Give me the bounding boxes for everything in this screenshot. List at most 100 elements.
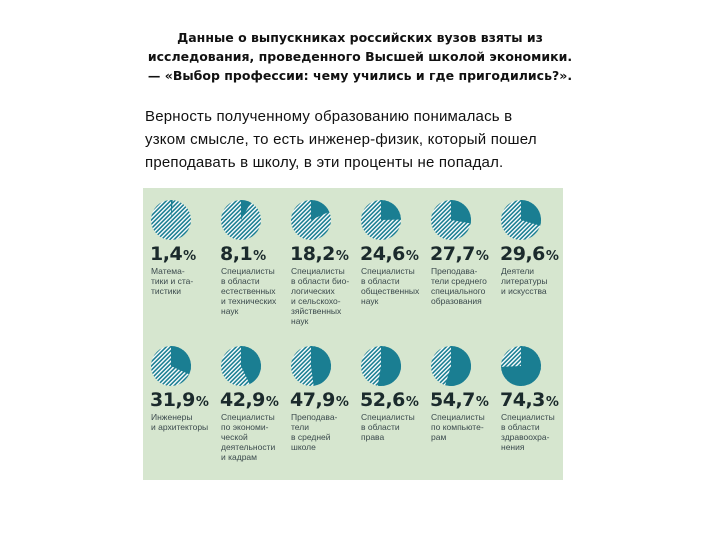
pie-category-label-line: Специалисты bbox=[431, 412, 485, 422]
pie-slice bbox=[451, 200, 471, 224]
pie-category-label-line: Матема- bbox=[151, 266, 185, 276]
pie-category-label: Деятели литературы и искусства bbox=[501, 266, 563, 296]
pie-value-label: 27,7% bbox=[430, 243, 489, 265]
pie-value-number: 47,9 bbox=[290, 389, 335, 411]
pie-category-label-line: тели bbox=[291, 422, 309, 432]
pie-category-label: Специалисты в области здравоохра-нения bbox=[501, 412, 563, 452]
pie-category-label: Преподава-тели в средней школе bbox=[291, 412, 353, 452]
pie-category-label-line: Специалисты bbox=[221, 412, 275, 422]
pie-category-label-line: школе bbox=[291, 442, 316, 452]
pie-category-label-line: и искусства bbox=[501, 286, 547, 296]
pie-slice bbox=[241, 200, 251, 220]
pie-cell: 74,3% Специалисты в области здравоохра-нени… bbox=[493, 334, 563, 479]
pie-slice bbox=[171, 200, 173, 220]
pie-chart bbox=[501, 200, 541, 240]
percent-sign: % bbox=[545, 249, 559, 264]
pie-category-label-line: Специалисты bbox=[291, 266, 345, 276]
pie-value-number: 1,4 bbox=[150, 243, 183, 265]
pie-value-number: 52,6 bbox=[360, 389, 405, 411]
pie-category-label-line: в области bbox=[221, 276, 260, 286]
pie-value-label: 1,4% bbox=[150, 243, 196, 265]
pie-category-label-line: в области bbox=[361, 276, 400, 286]
pie-slice bbox=[381, 200, 401, 220]
pie-category-label-line: права bbox=[361, 432, 385, 442]
pie-value-label: 52,6% bbox=[360, 389, 419, 411]
pie-category-label-line: по компьюте- bbox=[431, 422, 484, 432]
body-text-line: преподавать в школу, в эти проценты не п… bbox=[145, 154, 504, 171]
pie-cell: 1,4% Матема-тики и ста-тистики bbox=[143, 188, 213, 333]
pie-cell: 27,7% Преподава-тели среднего специального… bbox=[423, 188, 493, 333]
pie-category-label-line: специального bbox=[431, 286, 486, 296]
pie-value-label: 31,9% bbox=[150, 389, 209, 411]
percent-sign: % bbox=[405, 249, 419, 264]
pie-value-number: 31,9 bbox=[150, 389, 195, 411]
pie-slice bbox=[445, 346, 472, 386]
pie-category-label-line: в средней bbox=[291, 432, 331, 442]
pie-chart bbox=[291, 200, 331, 240]
percent-sign: % bbox=[475, 249, 489, 264]
pie-value-label: 54,7% bbox=[430, 389, 489, 411]
pie-value-label: 47,9% bbox=[290, 389, 349, 411]
percent-sign: % bbox=[475, 395, 489, 410]
pie-value-label: 18,2% bbox=[290, 243, 349, 265]
pie-chart bbox=[151, 346, 191, 386]
pie-cell: 18,2% Специалисты в области био-логических… bbox=[283, 188, 353, 333]
pie-slice bbox=[501, 346, 542, 386]
pie-value-label: 74,3% bbox=[500, 389, 559, 411]
pie-category-label: Инженеры и архитекторы bbox=[151, 412, 213, 432]
pie-category-label-line: Деятели bbox=[501, 266, 535, 276]
caption-line: исследования, проведенного Высшей школой… bbox=[147, 49, 573, 64]
pie-category-label-line: в области био- bbox=[291, 276, 350, 286]
pie-cell: 52,6% Специалисты в области права bbox=[353, 334, 423, 479]
pie-category-label-line: и кадрам bbox=[221, 452, 258, 462]
pie-category-label-line: Инженеры bbox=[151, 412, 193, 422]
caption-line: — «Выбор профессии: чему учились и где п… bbox=[147, 68, 573, 83]
pie-category-label-line: общественных bbox=[361, 286, 420, 296]
pie-category-label-line: логических bbox=[291, 286, 335, 296]
pie-value-number: 42,9 bbox=[220, 389, 265, 411]
pie-slice bbox=[311, 200, 330, 220]
pie-value-label: 24,6% bbox=[360, 243, 419, 265]
pie-category-label-line: здравоохра- bbox=[501, 432, 550, 442]
pie-category-label: Специалисты в области естественных и технич… bbox=[221, 266, 283, 316]
percent-sign: % bbox=[405, 395, 419, 410]
pie-chart bbox=[361, 345, 402, 386]
pie-category-label: Матема-тики и ста-тистики bbox=[151, 266, 213, 296]
pie-category-label: Специалисты в области био-логических и сел… bbox=[291, 266, 353, 326]
body-text-line: Верность полученному образованию понимал… bbox=[145, 108, 513, 125]
pie-chart bbox=[431, 346, 472, 386]
pie-value-number: 8,1 bbox=[220, 243, 253, 265]
pie-category-label-line: рам bbox=[431, 432, 447, 442]
percent-sign: % bbox=[195, 395, 209, 410]
pie-category-label-line: ческой bbox=[221, 432, 248, 442]
pie-category-label-line: Преподава- bbox=[431, 266, 478, 276]
pie-category-label-line: в области bbox=[361, 422, 400, 432]
pie-category-label-line: естественных bbox=[221, 286, 276, 296]
pie-category-label-line: Специалисты bbox=[361, 412, 415, 422]
pie-chart bbox=[291, 345, 332, 386]
pie-cell: 47,9% Преподава-тели в средней школе bbox=[283, 334, 353, 479]
pie-category-label: Специалисты в области общественных наук bbox=[361, 266, 423, 306]
pie-value-number: 29,6 bbox=[500, 243, 545, 265]
pie-value-number: 24,6 bbox=[360, 243, 405, 265]
pie-value-number: 18,2 bbox=[290, 243, 335, 265]
percent-sign: % bbox=[253, 249, 266, 264]
pie-slice bbox=[241, 346, 261, 385]
pie-category-label-line: и технических bbox=[221, 296, 277, 306]
pie-category-label-line: в области bbox=[501, 422, 540, 432]
pie-category-label-line: литературы bbox=[501, 276, 548, 286]
pie-category-label: Специалисты по компьюте-рам bbox=[431, 412, 493, 442]
pie-chart bbox=[151, 200, 191, 240]
pie-cell: 8,1% Специалисты в области естественных и те… bbox=[213, 188, 283, 333]
pie-slice bbox=[171, 346, 191, 375]
pie-category-label-line: деятельности bbox=[221, 442, 276, 452]
pie-category-label-line: наук bbox=[361, 296, 379, 306]
pie-value-number: 27,7 bbox=[430, 243, 475, 265]
pie-category-label-line: зяйственных bbox=[291, 306, 342, 316]
pie-category-label-line: Специалисты bbox=[221, 266, 275, 276]
pie-category-label-line: тики и ста- bbox=[151, 276, 194, 286]
pie-chart bbox=[361, 200, 401, 240]
pie-slice bbox=[377, 345, 402, 386]
pie-category-label: Специалисты в области права bbox=[361, 412, 423, 442]
pie-category-label-line: нения bbox=[501, 442, 525, 452]
